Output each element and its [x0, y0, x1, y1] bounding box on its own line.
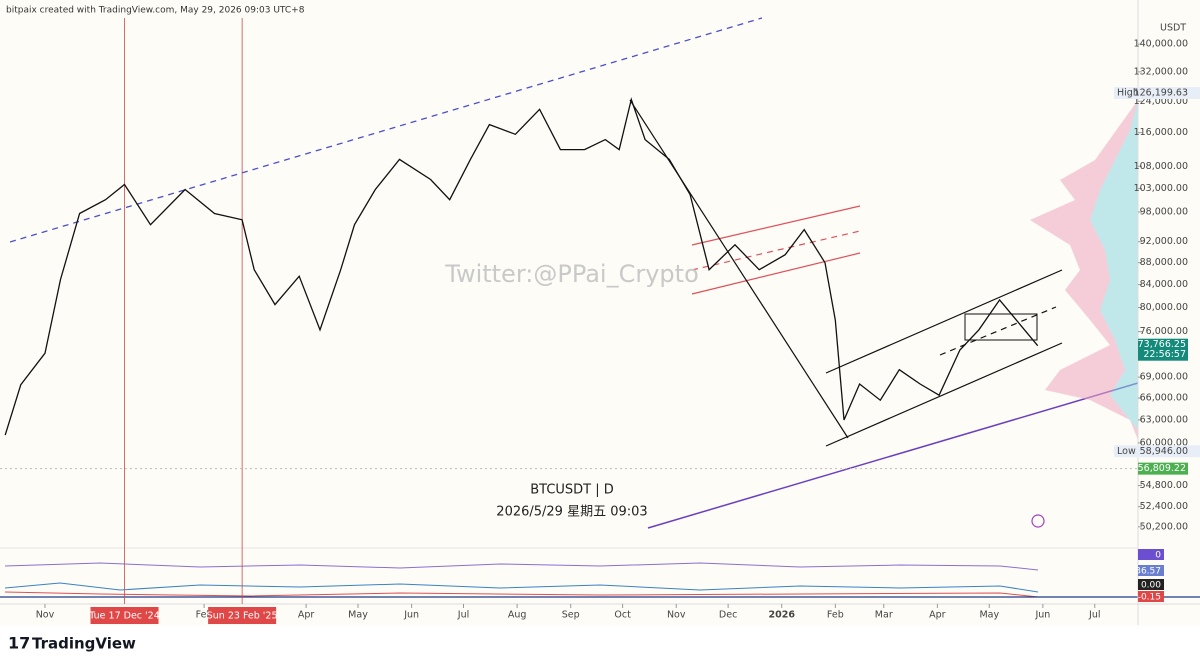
y-tick-label: 124,000.00 — [1134, 96, 1188, 107]
indicator-label: 0.00 — [1141, 581, 1161, 591]
x-tick-label: Aug — [508, 610, 527, 621]
y-tick-label: 116,000.00 — [1134, 127, 1188, 138]
y-tick-label: 108,000.00 — [1134, 161, 1188, 172]
marker-label-bg — [90, 607, 159, 624]
marker-label: Tue 17 Dec '24 — [88, 611, 159, 622]
indicator-label-bg — [1138, 549, 1164, 560]
level-label-bg — [1138, 462, 1188, 475]
indicator-label: 0 — [1155, 551, 1161, 561]
y-tick-label: 69,000.00 — [1140, 372, 1188, 383]
y-tick-label: 52,400.00 — [1140, 501, 1188, 512]
high-label-bg — [1114, 86, 1200, 99]
channel-line — [825, 269, 1063, 374]
x-tick-label: Jul — [1088, 610, 1100, 621]
channel-line — [825, 342, 1063, 447]
x-tick-label: Jun — [1034, 610, 1050, 621]
level-label: 56,809.22 — [1138, 463, 1186, 474]
y-tick-label: 54,800.00 — [1140, 480, 1188, 491]
indicator-label: 36.57 — [1135, 567, 1161, 577]
marker-label-bg — [208, 607, 277, 624]
channel-line — [691, 252, 861, 295]
x-tick-label: Oct — [614, 610, 631, 621]
y-tick-label: 60,000.00 — [1140, 437, 1188, 448]
high-name: High — [1117, 87, 1139, 98]
last-price-bg — [1138, 338, 1188, 361]
trend-line — [9, 17, 763, 243]
marker-label: Sun 23 Feb '25 — [207, 611, 278, 622]
indicator-label-bg — [1138, 579, 1164, 590]
y-tick-label: 132,000.00 — [1134, 66, 1188, 77]
volume-profile — [1030, 100, 1138, 440]
price-line — [4, 97, 1039, 436]
low-label-bg — [1114, 445, 1200, 458]
x-tick-label: Feb — [827, 610, 844, 621]
y-tick-label: 98,000.00 — [1140, 207, 1188, 218]
y-tick-label: 76,000.00 — [1140, 326, 1188, 337]
countdown: 22:56:57 — [1143, 349, 1186, 360]
symbol: BTCUSDT | D — [530, 483, 614, 498]
y-tick-label: 140,000.00 — [1134, 39, 1188, 50]
profile-sell — [1090, 100, 1138, 430]
low-name: Low — [1117, 446, 1136, 457]
brand: TradingView — [32, 635, 136, 653]
indicator-label: -0.15 — [1138, 593, 1161, 603]
x-tick-label: Jul — [457, 610, 469, 621]
indicator-line — [4, 582, 1039, 593]
x-tick-label: Sep — [562, 610, 580, 621]
x-tick-label: Mar — [875, 610, 893, 621]
indicator-label-bg — [1138, 591, 1164, 602]
y-tick-label: 103,000.00 — [1134, 183, 1188, 194]
y-tick-label: 80,000.00 — [1140, 302, 1188, 313]
x-tick-label: Apr — [929, 610, 946, 621]
y-tick-label: 92,000.00 — [1140, 236, 1188, 247]
low-label: 58,946.00 — [1140, 446, 1188, 457]
support-line — [647, 382, 1139, 529]
footer — [0, 626, 1200, 663]
timestamp: 2026/5/29 星期五 09:03 — [496, 505, 647, 520]
indicator-label-bg — [1138, 565, 1164, 576]
brand-logo: 17 — [8, 634, 30, 653]
range-box — [964, 313, 1038, 341]
indicator-line — [4, 562, 1039, 571]
header: bitpaix created with TradingView.com, Ma… — [6, 6, 305, 16]
y-tick-label: 66,000.00 — [1140, 393, 1188, 404]
x-tick-label: 2026 — [768, 610, 795, 621]
y-tick-label: 63,000.00 — [1140, 414, 1188, 425]
x-tick-label: May — [979, 610, 999, 621]
x-tick-label: Dec — [719, 610, 737, 621]
x-tick-label: Jun — [403, 610, 419, 621]
watermark: Twitter:@PPai_Crypto — [444, 260, 699, 288]
x-tick-label: Nov — [36, 610, 55, 621]
last-price: 73,766.25 — [1138, 339, 1186, 350]
currency: USDT — [1160, 23, 1186, 34]
x-tick-label: Nov — [667, 610, 686, 621]
high-label: 126,199.63 — [1134, 87, 1188, 98]
x-tick-label: Apr — [298, 610, 315, 621]
alert-icon[interactable] — [1031, 514, 1045, 528]
y-tick-label: 84,000.00 — [1140, 279, 1188, 290]
channel-line — [691, 230, 861, 271]
y-tick-label: 50,200.00 — [1140, 521, 1188, 532]
x-tick-label: May — [348, 610, 368, 621]
indicator-line — [4, 591, 1039, 598]
x-tick-label: Feb — [196, 610, 213, 621]
y-tick-label: 88,000.00 — [1140, 257, 1188, 268]
